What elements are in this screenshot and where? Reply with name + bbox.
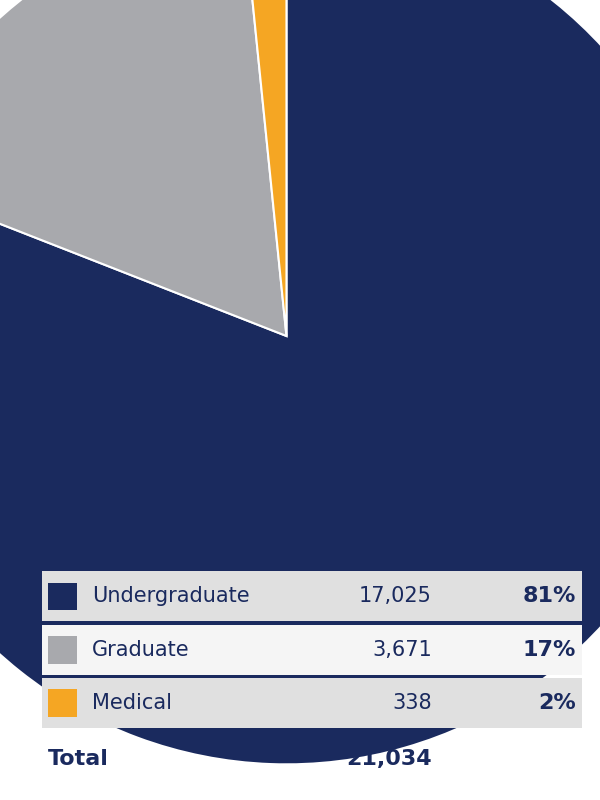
Text: Graduate: Graduate — [92, 640, 190, 660]
Text: Total: Total — [48, 749, 109, 769]
Wedge shape — [0, 0, 600, 764]
Text: Undergraduate: Undergraduate — [92, 586, 250, 606]
Wedge shape — [243, 0, 286, 336]
Text: 81%: 81% — [523, 586, 576, 606]
FancyBboxPatch shape — [42, 625, 582, 674]
Text: FALL 2021: FALL 2021 — [426, 44, 600, 78]
FancyBboxPatch shape — [42, 678, 582, 728]
Text: 21,034: 21,034 — [346, 749, 432, 769]
Text: TOTAL HEADCOUNT |: TOTAL HEADCOUNT | — [18, 43, 410, 78]
FancyBboxPatch shape — [42, 571, 582, 622]
FancyBboxPatch shape — [48, 582, 77, 610]
Text: 17%: 17% — [523, 640, 576, 660]
Text: 338: 338 — [392, 693, 432, 713]
FancyBboxPatch shape — [48, 690, 77, 717]
Wedge shape — [0, 0, 286, 336]
Text: 2%: 2% — [538, 693, 576, 713]
Text: Medical: Medical — [92, 693, 172, 713]
Text: 17,025: 17,025 — [359, 586, 432, 606]
Text: 3,671: 3,671 — [372, 640, 432, 660]
FancyBboxPatch shape — [48, 636, 77, 664]
